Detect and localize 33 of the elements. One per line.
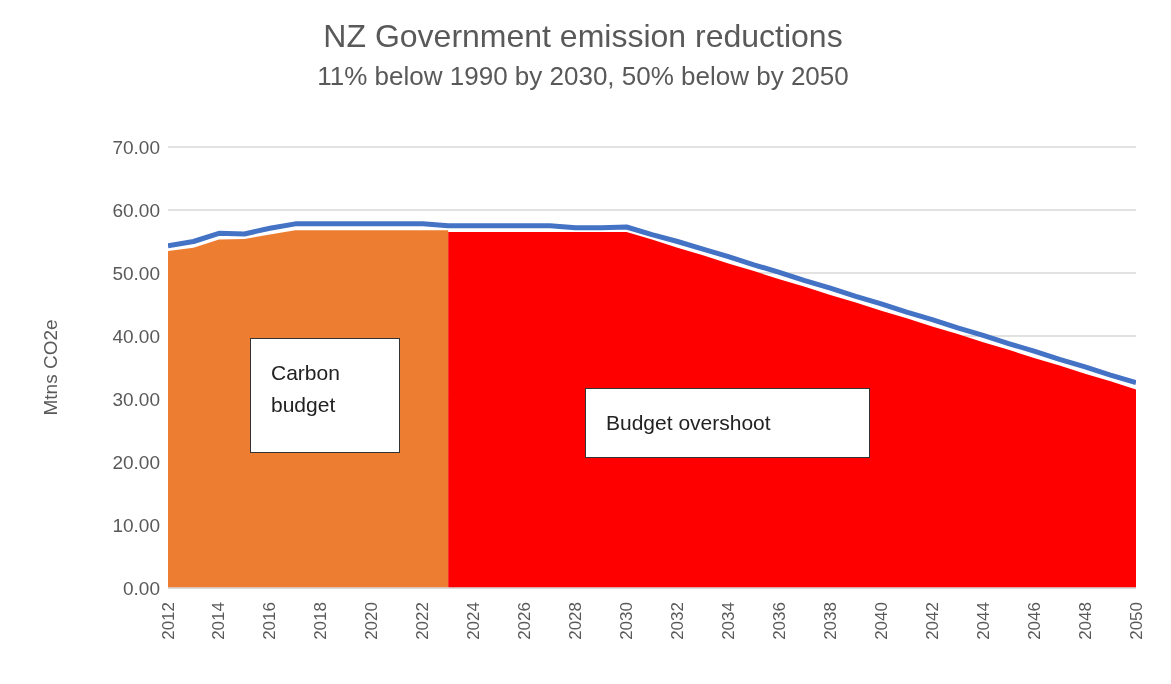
note-box: Budget overshoot — [585, 388, 870, 458]
y-tick-label: 40.00 — [112, 325, 160, 347]
x-tick-label: 2026 — [515, 602, 535, 640]
x-tick-label: 2022 — [413, 602, 433, 640]
chart-title: NZ Government emission reductions — [322, 18, 844, 55]
y-tick-label: 10.00 — [112, 514, 160, 536]
x-tick-label: 2044 — [973, 602, 993, 640]
y-tick-label: 30.00 — [112, 388, 160, 410]
x-tick-label: 2024 — [464, 602, 484, 640]
x-tick-label: 2016 — [260, 602, 280, 640]
y-tick-label: 20.00 — [112, 451, 160, 473]
x-tick-label: 2048 — [1075, 602, 1095, 640]
y-tick-label: 60.00 — [112, 199, 160, 221]
x-tick-label: 2050 — [1126, 602, 1146, 640]
x-tick-label: 2040 — [871, 602, 891, 640]
x-tick-label: 2036 — [769, 602, 789, 640]
y-tick-label: 50.00 — [112, 262, 160, 284]
x-tick-label: 2028 — [566, 602, 586, 640]
x-tick-label: 2038 — [820, 602, 840, 640]
y-tick-label: 70.00 — [112, 136, 160, 158]
x-tick-label: 2020 — [362, 602, 382, 640]
x-tick-label: 2034 — [718, 602, 738, 640]
x-tick-label: 2032 — [667, 602, 687, 640]
x-tick-label: 2042 — [922, 602, 942, 640]
note-box: Carbon budget — [250, 338, 400, 453]
x-tick-label: 2018 — [311, 602, 331, 640]
chart-subtitle: 11% below 1990 by 2030, 50% below by 2050 — [316, 61, 850, 92]
x-tick-label: 2046 — [1024, 602, 1044, 640]
x-tick-label: 2012 — [158, 602, 178, 640]
x-tick-label: 2014 — [209, 602, 229, 640]
x-tick-label: 2030 — [617, 602, 637, 640]
y-axis-title: Mtns CO2e — [39, 319, 61, 416]
y-tick-label: 0.00 — [123, 577, 160, 599]
